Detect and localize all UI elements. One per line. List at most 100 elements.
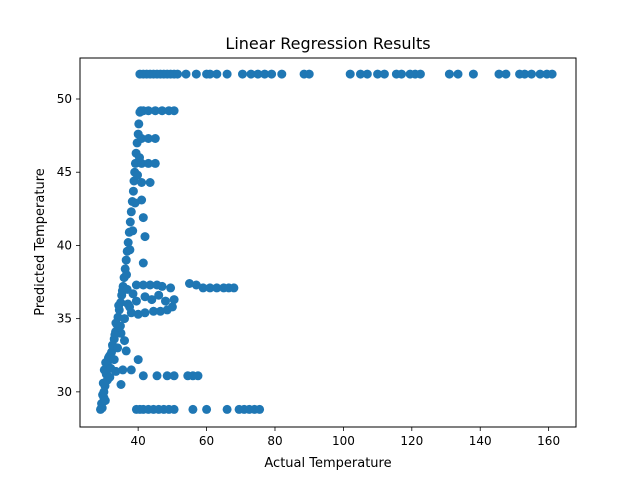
- y-tick-label: 30: [57, 385, 72, 399]
- data-point: [169, 404, 179, 414]
- x-tick-label: 60: [199, 434, 214, 448]
- data-point: [161, 296, 170, 306]
- data-point: [125, 217, 135, 227]
- data-point: [468, 69, 478, 79]
- data-point: [137, 134, 147, 143]
- data-point: [222, 69, 232, 79]
- data-point: [520, 69, 530, 79]
- data-point: [135, 153, 144, 163]
- data-point: [126, 207, 136, 217]
- data-point: [198, 283, 208, 293]
- x-axis: 40 60 80 100 120 140 160: [131, 427, 560, 448]
- data-point: [162, 371, 172, 381]
- data-point: [125, 245, 135, 255]
- data-point: [547, 69, 557, 79]
- data-point: [345, 69, 355, 79]
- data-point: [453, 69, 463, 79]
- data-point: [356, 69, 365, 79]
- data-point: [138, 213, 148, 223]
- data-point: [120, 314, 129, 324]
- data-point: [133, 355, 143, 365]
- y-tick-label: 40: [57, 238, 72, 252]
- data-point: [143, 106, 153, 116]
- data-point: [150, 134, 160, 143]
- data-point: [138, 258, 148, 268]
- data-point: [150, 158, 160, 168]
- data-point: [118, 365, 128, 375]
- x-tick-label: 140: [469, 434, 492, 448]
- data-point: [140, 292, 150, 302]
- y-tick-label: 35: [57, 312, 72, 326]
- data-point: [109, 355, 119, 365]
- data-point: [202, 404, 212, 414]
- data-point: [128, 226, 138, 236]
- data-point: [121, 346, 131, 356]
- data-point: [415, 69, 425, 79]
- y-tick-label: 45: [57, 165, 72, 179]
- data-point: [181, 69, 191, 79]
- data-point: [304, 69, 314, 79]
- data-point: [145, 178, 155, 187]
- data-point: [134, 119, 144, 129]
- data-point: [277, 69, 287, 79]
- data-point: [149, 306, 158, 316]
- x-tick-label: 120: [400, 434, 423, 448]
- data-point: [255, 404, 265, 414]
- data-point: [373, 69, 383, 79]
- data-point: [140, 232, 150, 242]
- data-point: [155, 306, 165, 316]
- y-tick-label: 50: [57, 92, 72, 106]
- data-point: [105, 372, 115, 382]
- data-point: [157, 106, 167, 116]
- data-point: [193, 371, 203, 381]
- data-point: [191, 280, 201, 290]
- data-point: [131, 280, 141, 290]
- data-point: [145, 280, 155, 290]
- data-point: [527, 69, 536, 79]
- data-point: [154, 290, 164, 300]
- data-point: [131, 296, 141, 306]
- data-point: [229, 283, 239, 293]
- data-point: [535, 69, 545, 79]
- data-point: [128, 186, 138, 196]
- data-point: [169, 295, 179, 305]
- data-point: [185, 279, 194, 288]
- data-point: [253, 69, 263, 79]
- data-point: [397, 69, 406, 79]
- data-point: [444, 69, 454, 79]
- data-point: [167, 302, 177, 312]
- data-point: [133, 309, 143, 319]
- data-point: [116, 380, 126, 389]
- y-axis-label: Predicted Temperature: [33, 168, 48, 316]
- plot-frame: [79, 57, 577, 428]
- data-point: [152, 371, 162, 381]
- x-tick-label: 100: [332, 434, 355, 448]
- data-point: [379, 69, 389, 79]
- data-point: [212, 283, 222, 293]
- data-point: [169, 106, 179, 116]
- x-axis-label: Actual Temperature: [264, 456, 391, 471]
- data-point: [238, 69, 247, 79]
- data-point: [115, 321, 125, 331]
- data-point: [157, 281, 167, 291]
- data-point: [362, 69, 372, 79]
- data-point: [173, 69, 182, 79]
- chart-title: Linear Regression Results: [225, 34, 430, 53]
- data-point: [267, 69, 277, 79]
- data-point: [114, 301, 124, 310]
- data-point: [123, 238, 133, 247]
- data-point: [125, 302, 135, 312]
- data-point: [126, 365, 136, 375]
- data-point: [100, 396, 110, 406]
- data-point: [494, 69, 504, 79]
- data-point: [106, 363, 116, 373]
- data-point: [166, 283, 176, 293]
- data-point: [188, 404, 198, 414]
- points-layer: [96, 69, 557, 414]
- data-point: [222, 404, 232, 414]
- data-point: [137, 178, 147, 187]
- data-point: [99, 387, 109, 397]
- data-point: [130, 198, 140, 208]
- data-point: [205, 283, 215, 293]
